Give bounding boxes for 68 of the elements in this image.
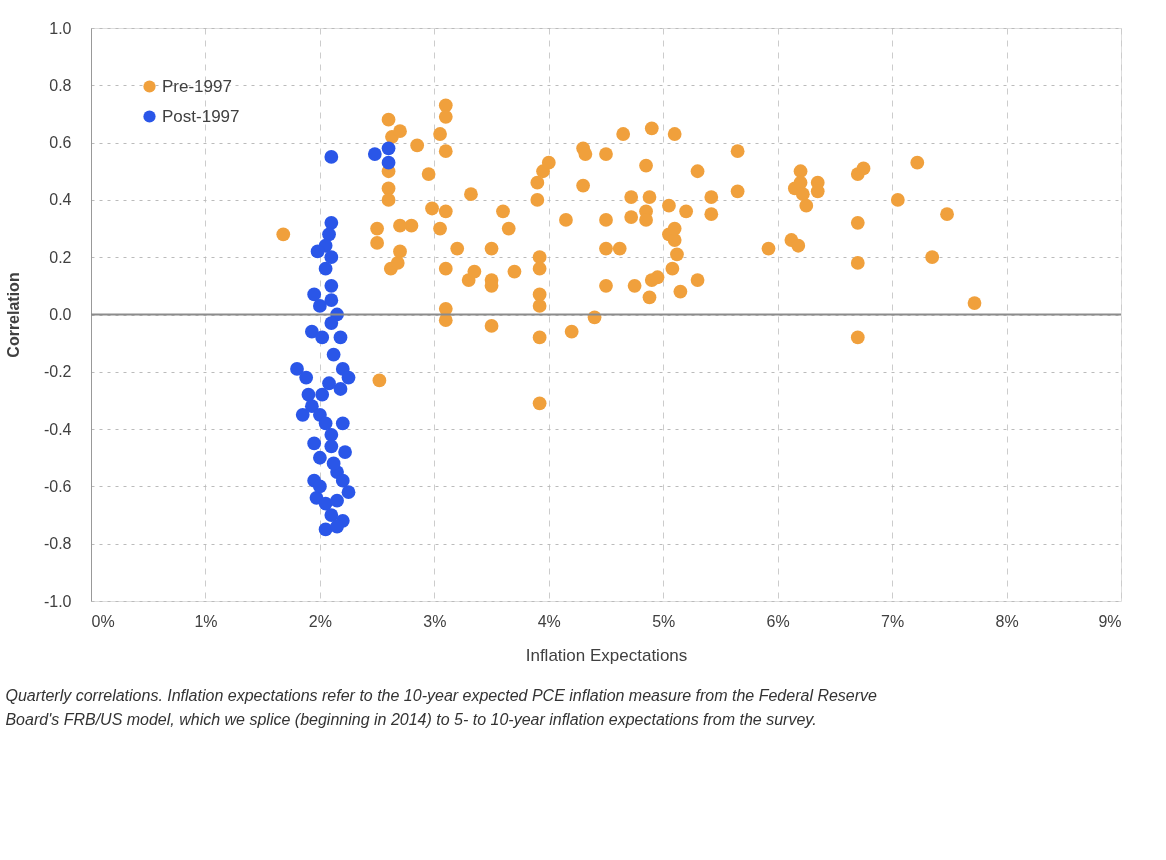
point: [324, 316, 339, 330]
x-tick-label: 8%: [995, 612, 1019, 630]
point: [381, 141, 396, 156]
y-tick-label: -0.2: [43, 363, 72, 381]
point: [324, 278, 339, 293]
y-tick-label: -0.4: [43, 420, 72, 438]
point: [335, 416, 350, 431]
point: [307, 287, 322, 302]
point: [367, 147, 382, 161]
y-axis-title: Correlation: [4, 272, 22, 358]
y-tick-label: -0.6: [43, 477, 72, 495]
point: [335, 473, 350, 488]
point: [313, 450, 327, 465]
y-tick-label: 0.6: [49, 134, 72, 152]
point: [324, 250, 339, 265]
y-tick-label: 0.0: [49, 306, 72, 323]
point: [313, 479, 327, 494]
point: [333, 382, 348, 396]
point: [318, 261, 333, 276]
point: [301, 387, 316, 402]
point: [324, 427, 339, 442]
point: [341, 370, 356, 385]
point: [381, 155, 396, 170]
point: [333, 330, 348, 345]
point: [299, 370, 314, 385]
point: [341, 485, 356, 500]
x-tick-label: 3%: [423, 612, 447, 630]
x-axis-title: Inflation Expectations: [525, 645, 688, 665]
point: [304, 399, 319, 414]
point: [324, 508, 339, 522]
x-tick-label: 5%: [652, 612, 676, 630]
point: [338, 445, 352, 459]
point: [315, 387, 330, 402]
point: [324, 439, 339, 454]
x-tick-label: 0%: [91, 612, 115, 630]
point: [324, 150, 339, 164]
x-tick-label: 4%: [537, 612, 561, 630]
point: [315, 330, 330, 345]
y-tick-label: -0.8: [43, 535, 72, 553]
y-tick-label: 0.8: [49, 76, 72, 94]
point: [310, 244, 325, 259]
legend-label: Pre-1997: [162, 76, 232, 96]
point: [307, 436, 322, 451]
point: [326, 456, 341, 471]
point: [322, 376, 336, 391]
point: [318, 522, 333, 537]
point: [330, 493, 344, 508]
point: [330, 519, 344, 534]
point: [318, 416, 333, 431]
point: [324, 215, 339, 230]
point: [295, 407, 310, 422]
x-tick-label: 9%: [1098, 612, 1122, 630]
point: [313, 299, 327, 313]
x-tick-label: 1%: [194, 612, 218, 630]
point: [290, 362, 304, 376]
point: [326, 347, 341, 362]
point: [322, 227, 336, 242]
x-tick-label: 7%: [881, 612, 905, 630]
x-tick-label: 6%: [766, 612, 790, 630]
y-tick-label: 0.4: [49, 191, 72, 209]
point: [304, 324, 319, 339]
y-tick-label: -1.0: [43, 592, 72, 610]
legend-label: Post-1997: [162, 106, 240, 126]
point: [324, 293, 339, 308]
y-tick-label: 1.0: [49, 19, 72, 37]
y-tick-label: 0.2: [49, 248, 72, 266]
x-tick-label: 2%: [308, 612, 332, 630]
text: Quarterly correlations. Inflation expectations refer to the 10-year expected PCE inflation measure from the Federal Reserve Board's FRB/US model, which we splice (beginning in 2014) to 5- to 10-year inflation expectations from the survey.: [5, 687, 878, 728]
